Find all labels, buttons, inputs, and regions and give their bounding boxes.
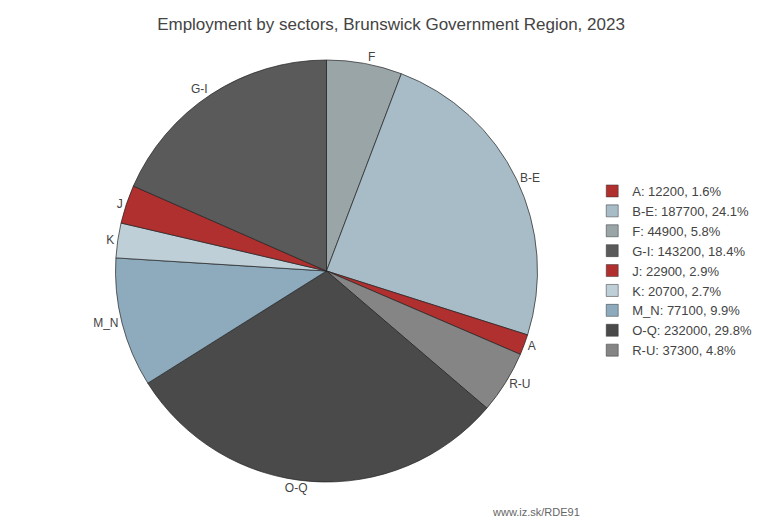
svg-text:F: F xyxy=(368,50,375,64)
svg-text:A: 12200, 1.6%: A: 12200, 1.6% xyxy=(632,184,721,199)
svg-text:R-U: R-U xyxy=(509,377,530,391)
svg-text:K: K xyxy=(106,233,114,247)
svg-text:R-U: 37300, 4.8%: R-U: 37300, 4.8% xyxy=(632,343,736,358)
svg-text:O-Q: O-Q xyxy=(285,481,308,495)
svg-text:B-E: B-E xyxy=(520,171,540,185)
svg-text:M_N: M_N xyxy=(93,316,118,330)
svg-text:G-I: 143200, 18.4%: G-I: 143200, 18.4% xyxy=(632,244,745,259)
svg-text:J: 22900, 2.9%: J: 22900, 2.9% xyxy=(632,264,719,279)
svg-text:K: 20700, 2.7%: K: 20700, 2.7% xyxy=(632,284,721,299)
svg-text:O-Q: 232000, 29.8%: O-Q: 232000, 29.8% xyxy=(632,323,752,338)
svg-text:G-I: G-I xyxy=(191,82,208,96)
svg-text:Employment by sectors, Brunswi: Employment by sectors, Brunswick Governm… xyxy=(157,15,625,34)
svg-text:www.iz.sk/RDE91: www.iz.sk/RDE91 xyxy=(492,506,580,518)
svg-text:B-E: 187700, 24.1%: B-E: 187700, 24.1% xyxy=(632,204,749,219)
svg-text:F: 44900, 5.8%: F: 44900, 5.8% xyxy=(632,224,721,239)
svg-text:M_N: 77100, 9.9%: M_N: 77100, 9.9% xyxy=(632,303,740,318)
svg-text:A: A xyxy=(528,339,536,353)
svg-text:J: J xyxy=(117,197,123,211)
